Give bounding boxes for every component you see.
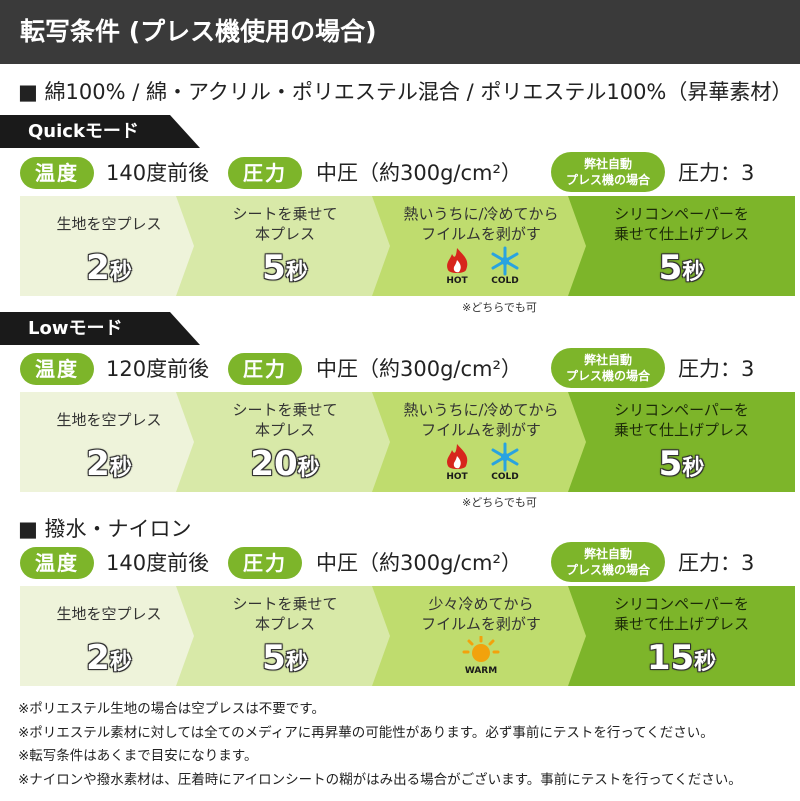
step-text: 熱いうちに/冷めてから フイルムを剥がす: [403, 401, 559, 439]
step-text: シートを乗せて 本プレス: [232, 595, 338, 633]
note-line: ※ポリエステル素材に対しては全てのメディアに再昇華の可能性があります。必ず事前に…: [18, 724, 714, 741]
machine-pressure: 圧力：3: [678, 161, 755, 185]
step-main-press: シートを乗せて 本プレス 5秒: [176, 196, 394, 296]
step-finish-press: シリコンペーパーを 乗せて仕上げプレス 5秒: [568, 392, 795, 492]
step-text: 生地を空プレス: [56, 605, 162, 623]
steps-nylon: 生地を空プレス 2秒 シートを乗せて 本プレス 5秒 少々冷めてから フイルムを剥が…: [20, 586, 795, 686]
step-peel-film: 熱いうちに/冷めてから フイルムを剥がす HOT COLD: [372, 392, 590, 492]
either-ok-note: ※どちらでも可: [462, 301, 537, 314]
auto-press-badge: 弊社自動 プレス機の場合: [551, 348, 665, 388]
steps-low: 生地を空プレス 2秒 シートを乗せて 本プレス 20秒 熱いうちに/冷めてから フイ…: [20, 392, 795, 492]
either-ok-note: ※どちらでも可: [462, 496, 537, 509]
pressure-pill: 圧力: [228, 157, 302, 189]
temp-pill: 温度: [20, 353, 94, 385]
warm-icon: WARM: [458, 635, 504, 676]
pressure-value: 中圧（約300g/cm²）: [316, 551, 522, 575]
note-line: ※転写条件はあくまで目安になります。: [18, 748, 258, 764]
auto-press-badge-line1: 弊社自動: [583, 157, 632, 171]
step-main-press: シートを乗せて 本プレス 5秒: [176, 586, 394, 686]
step-seconds: 20秒: [250, 444, 320, 484]
step-peel-film: 少々冷めてから フイルムを剥がす WARM: [372, 586, 590, 686]
step-text: シリコンペーパーを 乗せて仕上げプレス: [613, 595, 749, 633]
hot-icon: HOT: [436, 442, 478, 482]
pressure-pill: 圧力: [228, 353, 302, 385]
step-blank-press: 生地を空プレス 2秒: [20, 196, 198, 296]
step-main-press: シートを乗せて 本プレス 20秒: [176, 392, 394, 492]
steps-quick: 生地を空プレス 2秒 シートを乗せて 本プレス 5秒 熱いうちに/冷めてから フイル…: [20, 196, 795, 296]
auto-press-badge: 弊社自動 プレス機の場合: [551, 542, 665, 582]
step-text: シートを乗せて 本プレス: [232, 205, 338, 243]
step-seconds: 5秒: [658, 248, 705, 288]
auto-press-badge-line2: プレス機の場合: [565, 563, 650, 577]
pressure-pill: 圧力: [228, 547, 302, 579]
step-text: シートを乗せて 本プレス: [232, 401, 338, 439]
auto-press-badge-line2: プレス機の場合: [565, 173, 650, 187]
material-label: ■ 綿100% / 綿・アクリル・ポリエステル混合 / ポリエステル100%（昇…: [18, 80, 793, 104]
step-text: 熱いうちに/冷めてから フイルムを剥がす: [403, 205, 559, 243]
mode-tag-low: Lowモード: [0, 312, 200, 345]
notes: ※ポリエステル生地の場合は空プレスは不要です。 ※ポリエステル素材に対しては全て…: [18, 698, 742, 792]
step-text: 生地を空プレス: [56, 411, 162, 429]
step-blank-press: 生地を空プレス 2秒: [20, 392, 198, 492]
section-title-nylon: ■ 撥水・ナイロン: [18, 517, 192, 541]
temp-value: 140度前後: [106, 161, 210, 185]
note-line: ※ナイロンや撥水素材は、圧着時にアイロンシートの糊がはみ出る場合がございます。事…: [18, 771, 742, 788]
cold-icon: COLD: [484, 442, 526, 482]
temp-value: 120度前後: [106, 357, 210, 381]
temp-value: 140度前後: [106, 551, 210, 575]
auto-press-badge-line1: 弊社自動: [583, 547, 632, 561]
step-seconds: 5秒: [262, 248, 308, 288]
temp-pill: 温度: [20, 157, 94, 189]
auto-press-badge-line1: 弊社自動: [583, 353, 632, 367]
step-text: 少々冷めてから フイルムを剥がす: [421, 595, 541, 633]
pressure-value: 中圧（約300g/cm²）: [316, 161, 522, 185]
temp-pill: 温度: [20, 547, 94, 579]
page-title: 転写条件 (プレス機使用の場合): [20, 17, 377, 46]
machine-pressure: 圧力：3: [678, 357, 755, 381]
step-seconds: 15秒: [646, 638, 717, 678]
step-text: シリコンペーパーを 乗せて仕上げプレス: [613, 401, 749, 439]
step-seconds: 5秒: [658, 444, 705, 484]
cold-icon: COLD: [484, 246, 526, 286]
mode-tag-quick: Quickモード: [0, 115, 200, 148]
auto-press-badge: 弊社自動 プレス機の場合: [551, 152, 665, 192]
machine-pressure: 圧力：3: [678, 551, 755, 575]
step-seconds: 2秒: [86, 444, 132, 484]
pressure-value: 中圧（約300g/cm²）: [316, 357, 522, 381]
step-finish-press: シリコンペーパーを 乗せて仕上げプレス 15秒: [568, 586, 795, 686]
hot-icon: HOT: [436, 246, 478, 286]
step-seconds: 2秒: [86, 638, 132, 678]
step-text: 生地を空プレス: [56, 215, 162, 233]
step-text: シリコンペーパーを 乗せて仕上げプレス: [613, 205, 749, 243]
step-peel-film: 熱いうちに/冷めてから フイルムを剥がす HOT COLD: [372, 196, 590, 296]
page-header: 転写条件 (プレス機使用の場合): [0, 0, 800, 64]
auto-press-badge-line2: プレス機の場合: [565, 369, 650, 383]
step-blank-press: 生地を空プレス 2秒: [20, 586, 198, 686]
step-seconds: 5秒: [262, 638, 308, 678]
step-seconds: 2秒: [86, 248, 132, 288]
step-finish-press: シリコンペーパーを 乗せて仕上げプレス 5秒: [568, 196, 795, 296]
note-line: ※ポリエステル生地の場合は空プレスは不要です。: [18, 701, 325, 717]
